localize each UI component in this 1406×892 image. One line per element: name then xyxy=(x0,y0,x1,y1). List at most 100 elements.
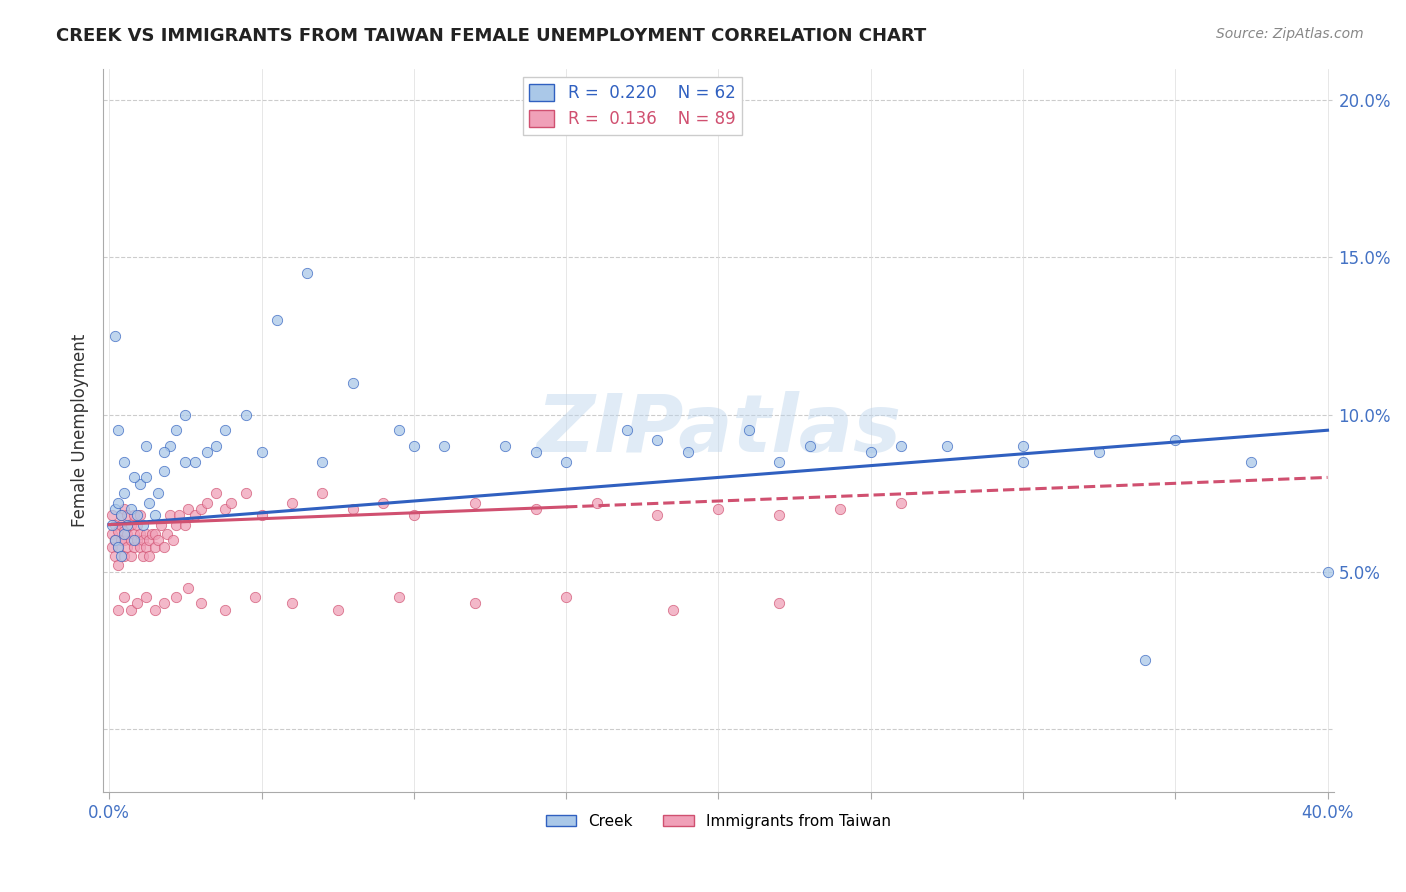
Point xyxy=(205,439,228,453)
Point xyxy=(104,329,127,343)
Point xyxy=(1012,439,1035,453)
Point xyxy=(235,486,257,500)
Point xyxy=(311,486,333,500)
Point xyxy=(524,501,547,516)
Point xyxy=(114,455,136,469)
Point xyxy=(143,602,166,616)
Y-axis label: Female Unemployment: Female Unemployment xyxy=(72,334,89,527)
Point xyxy=(128,540,150,554)
Point xyxy=(205,486,228,500)
Point xyxy=(135,590,157,604)
Point xyxy=(162,533,184,548)
Point xyxy=(122,470,145,484)
Point xyxy=(125,533,148,548)
Point xyxy=(768,596,790,610)
Point xyxy=(214,423,236,437)
Point xyxy=(101,508,124,523)
Point xyxy=(373,495,395,509)
Point xyxy=(195,445,218,459)
Point xyxy=(135,439,157,453)
Point xyxy=(190,596,212,610)
Point xyxy=(153,596,176,610)
Point xyxy=(585,495,607,509)
Point xyxy=(110,517,132,532)
Point xyxy=(494,439,516,453)
Point xyxy=(104,533,127,548)
Point xyxy=(114,524,136,538)
Point xyxy=(146,533,169,548)
Point xyxy=(117,527,139,541)
Point xyxy=(125,508,148,523)
Point xyxy=(647,433,669,447)
Point xyxy=(150,517,173,532)
Point xyxy=(676,445,699,459)
Point xyxy=(555,590,578,604)
Point xyxy=(190,501,212,516)
Point xyxy=(114,527,136,541)
Point xyxy=(117,508,139,523)
Point xyxy=(935,439,957,453)
Point xyxy=(122,533,145,548)
Point xyxy=(107,495,129,509)
Point xyxy=(117,517,139,532)
Point xyxy=(101,517,124,532)
Point xyxy=(107,602,129,616)
Point xyxy=(153,464,176,478)
Point xyxy=(768,508,790,523)
Point xyxy=(110,533,132,548)
Point xyxy=(107,540,129,554)
Point xyxy=(125,517,148,532)
Point xyxy=(104,533,127,548)
Point xyxy=(250,445,273,459)
Point xyxy=(101,527,124,541)
Point xyxy=(114,486,136,500)
Point xyxy=(219,495,242,509)
Point xyxy=(555,455,578,469)
Point xyxy=(1164,433,1187,447)
Point xyxy=(104,549,127,563)
Point xyxy=(132,549,155,563)
Point xyxy=(165,590,187,604)
Point xyxy=(1240,455,1263,469)
Point xyxy=(117,540,139,554)
Point xyxy=(101,540,124,554)
Point xyxy=(266,313,288,327)
Point xyxy=(890,495,912,509)
Point xyxy=(183,508,205,523)
Text: Source: ZipAtlas.com: Source: ZipAtlas.com xyxy=(1216,27,1364,41)
Point xyxy=(1316,565,1339,579)
Point xyxy=(281,495,304,509)
Point xyxy=(153,540,176,554)
Point xyxy=(114,590,136,604)
Point xyxy=(128,527,150,541)
Point xyxy=(159,439,181,453)
Point xyxy=(165,423,187,437)
Point xyxy=(738,423,761,437)
Point xyxy=(104,501,127,516)
Point xyxy=(143,527,166,541)
Point xyxy=(107,524,129,538)
Point xyxy=(132,533,155,548)
Legend: Creek, Immigrants from Taiwan: Creek, Immigrants from Taiwan xyxy=(540,808,897,835)
Point xyxy=(120,501,142,516)
Point xyxy=(159,508,181,523)
Point xyxy=(174,408,197,422)
Point xyxy=(177,581,200,595)
Point xyxy=(128,508,150,523)
Point xyxy=(138,549,160,563)
Point xyxy=(104,517,127,532)
Point xyxy=(214,501,236,516)
Point xyxy=(110,549,132,563)
Point xyxy=(214,602,236,616)
Point xyxy=(195,495,218,509)
Point xyxy=(114,533,136,548)
Point xyxy=(120,533,142,548)
Point xyxy=(707,501,730,516)
Point xyxy=(402,439,425,453)
Point xyxy=(859,445,882,459)
Point xyxy=(768,455,790,469)
Point xyxy=(235,408,257,422)
Point xyxy=(326,602,349,616)
Point xyxy=(156,527,179,541)
Point xyxy=(107,558,129,573)
